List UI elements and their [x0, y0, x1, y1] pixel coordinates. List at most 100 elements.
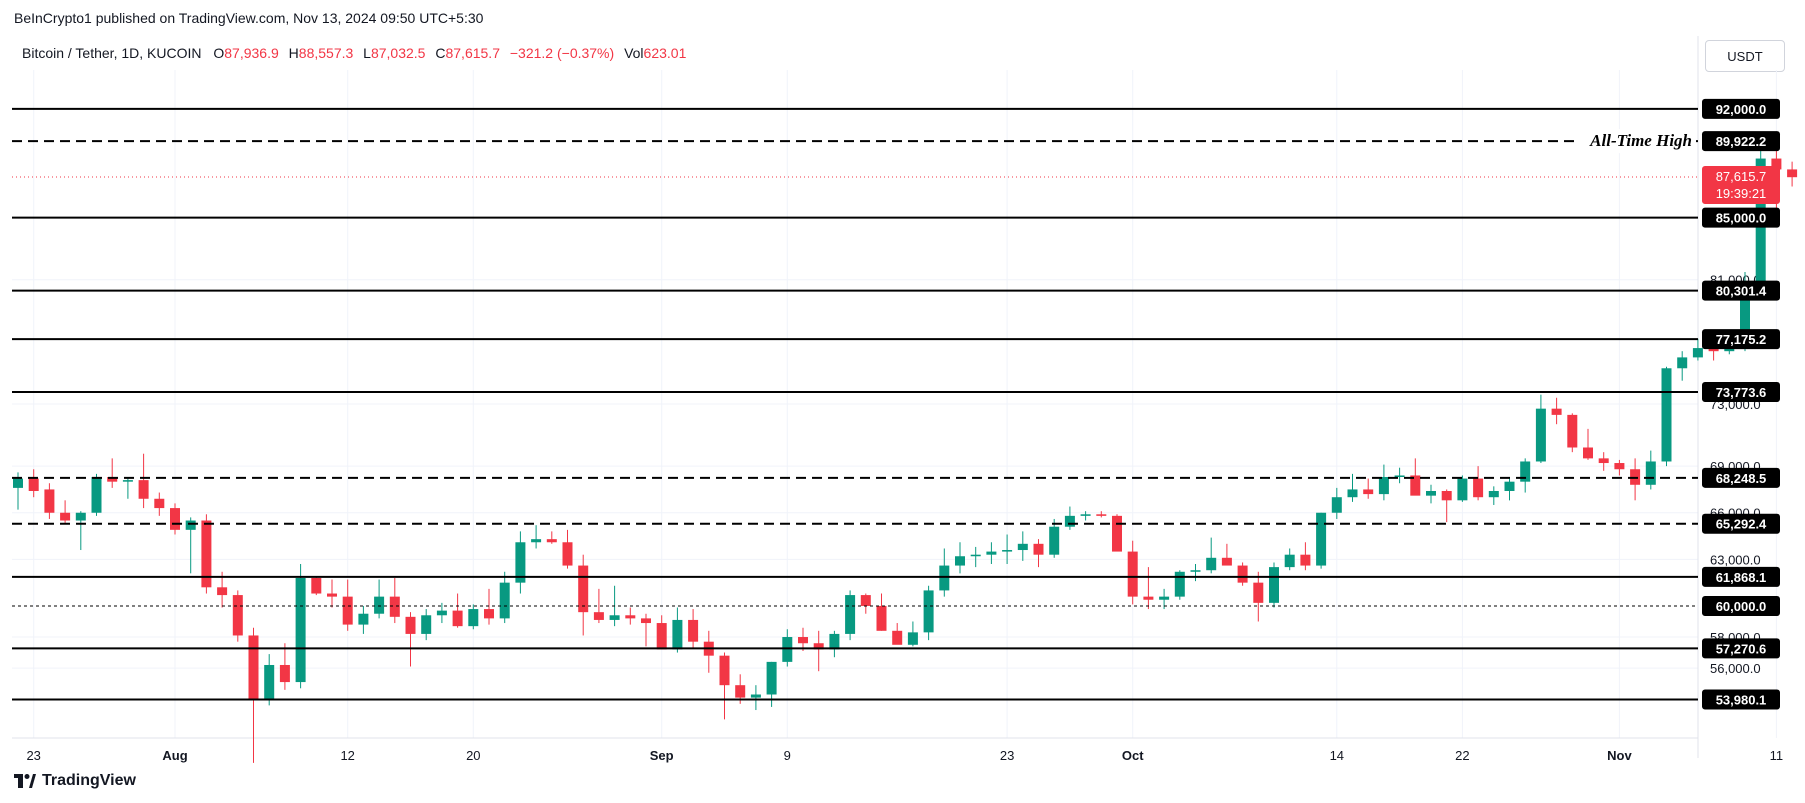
candle-down	[44, 489, 55, 513]
candle-up	[1645, 461, 1656, 485]
level-label: 65,292.4	[1716, 517, 1767, 532]
candle-up	[264, 664, 275, 700]
candle-up	[1426, 490, 1436, 496]
candle-down	[311, 577, 322, 594]
candle-down	[28, 478, 39, 491]
low-value: 87,032.5	[370, 45, 426, 61]
candle-up	[75, 512, 86, 521]
candle-down	[1096, 514, 1107, 516]
candle-down	[1237, 565, 1248, 583]
candle-up	[970, 554, 981, 557]
y-tick-label: 56,000.0	[1710, 661, 1761, 676]
candle-down	[876, 605, 887, 631]
candle-up	[782, 637, 793, 662]
level-label-bg	[1702, 381, 1780, 402]
candle-up	[421, 615, 432, 634]
candle-down	[1127, 551, 1138, 597]
level-label-bg	[1702, 467, 1780, 488]
currency-button[interactable]: USDT	[1705, 40, 1785, 72]
level-label-bg	[1702, 689, 1780, 710]
candle-up	[1488, 490, 1499, 498]
candle-down	[1221, 557, 1232, 566]
candle-up	[672, 619, 683, 650]
candle-down	[232, 595, 243, 636]
candle-up	[1661, 368, 1672, 462]
candle-up	[1206, 557, 1217, 571]
candle-up	[185, 520, 196, 530]
candle-up	[1457, 478, 1468, 501]
candle-up	[1724, 348, 1735, 352]
level-label: 77,175.2	[1716, 332, 1767, 347]
candle-down	[1787, 169, 1798, 178]
candle-up	[1049, 526, 1060, 555]
last-price-label-bg	[1702, 165, 1780, 204]
candle-down	[1112, 515, 1122, 552]
x-tick-label: 12	[340, 748, 354, 763]
tradingview-brand[interactable]: TradingView	[14, 772, 136, 790]
candle-up	[986, 551, 997, 555]
candle-up	[1378, 477, 1389, 495]
candle-up	[1504, 481, 1515, 491]
candle-up	[1190, 570, 1201, 572]
candle-up	[609, 615, 620, 620]
candle-up	[845, 595, 856, 634]
x-tick-label: 22	[1455, 748, 1469, 763]
candle-up	[1002, 550, 1013, 552]
candle-down	[327, 593, 337, 597]
candle-up	[1740, 289, 1750, 349]
x-tick-label: 23	[26, 748, 40, 763]
close-label: C	[435, 45, 446, 61]
high-label: H	[288, 45, 299, 61]
candle-down	[342, 596, 353, 625]
candle-down	[625, 615, 636, 619]
level-label: 80,301.4	[1716, 284, 1767, 299]
candle-down	[1473, 478, 1484, 498]
candle-up	[829, 633, 840, 650]
candle-down	[813, 643, 824, 650]
candle-down	[1300, 554, 1311, 566]
candle-up	[1394, 475, 1405, 478]
candle-up	[766, 661, 777, 695]
candle-up	[1064, 515, 1075, 527]
x-tick-label: Sep	[650, 748, 674, 763]
candle-up	[1520, 461, 1531, 482]
candle-up	[939, 565, 950, 591]
low-label: L	[363, 45, 371, 61]
x-tick-label: 14	[1330, 748, 1344, 763]
candle-down	[1410, 475, 1421, 496]
close-value: 87,615.7	[445, 45, 500, 61]
level-label-bg	[1702, 98, 1780, 119]
volume-label: Vol	[624, 45, 644, 61]
level-label: 57,270.6	[1716, 641, 1767, 656]
candle-up	[955, 556, 965, 566]
candle-down	[1583, 447, 1593, 459]
candle-down	[405, 616, 416, 634]
open-value: 87,936.9	[224, 45, 279, 61]
level-label-bg	[1702, 638, 1780, 659]
candle-up	[515, 542, 526, 583]
candle-up	[358, 613, 369, 625]
candle-up	[1080, 514, 1091, 516]
symbol-title[interactable]: Bitcoin / Tether, 1D, KUCOIN	[22, 45, 202, 61]
candle-down	[60, 512, 71, 521]
candle-up	[1535, 408, 1546, 462]
candle-up	[436, 610, 447, 616]
candle-up	[122, 480, 133, 482]
candle-down	[860, 595, 871, 606]
candle-up	[13, 478, 23, 488]
candle-down	[484, 609, 494, 619]
candle-up	[499, 582, 510, 619]
candle-down	[1598, 458, 1609, 464]
candle-down	[735, 685, 746, 698]
candle-down	[138, 480, 149, 499]
level-label: 73,773.6	[1716, 385, 1767, 400]
x-tick-label: Nov	[1607, 748, 1632, 763]
candle-down	[1708, 348, 1719, 352]
open-label: O	[213, 45, 225, 61]
level-label: 85,000.0	[1716, 211, 1767, 226]
candle-down	[1551, 408, 1562, 415]
level-label: 92,000.0	[1716, 102, 1767, 117]
candle-down	[154, 498, 165, 509]
annotation-bg	[1576, 129, 1696, 154]
